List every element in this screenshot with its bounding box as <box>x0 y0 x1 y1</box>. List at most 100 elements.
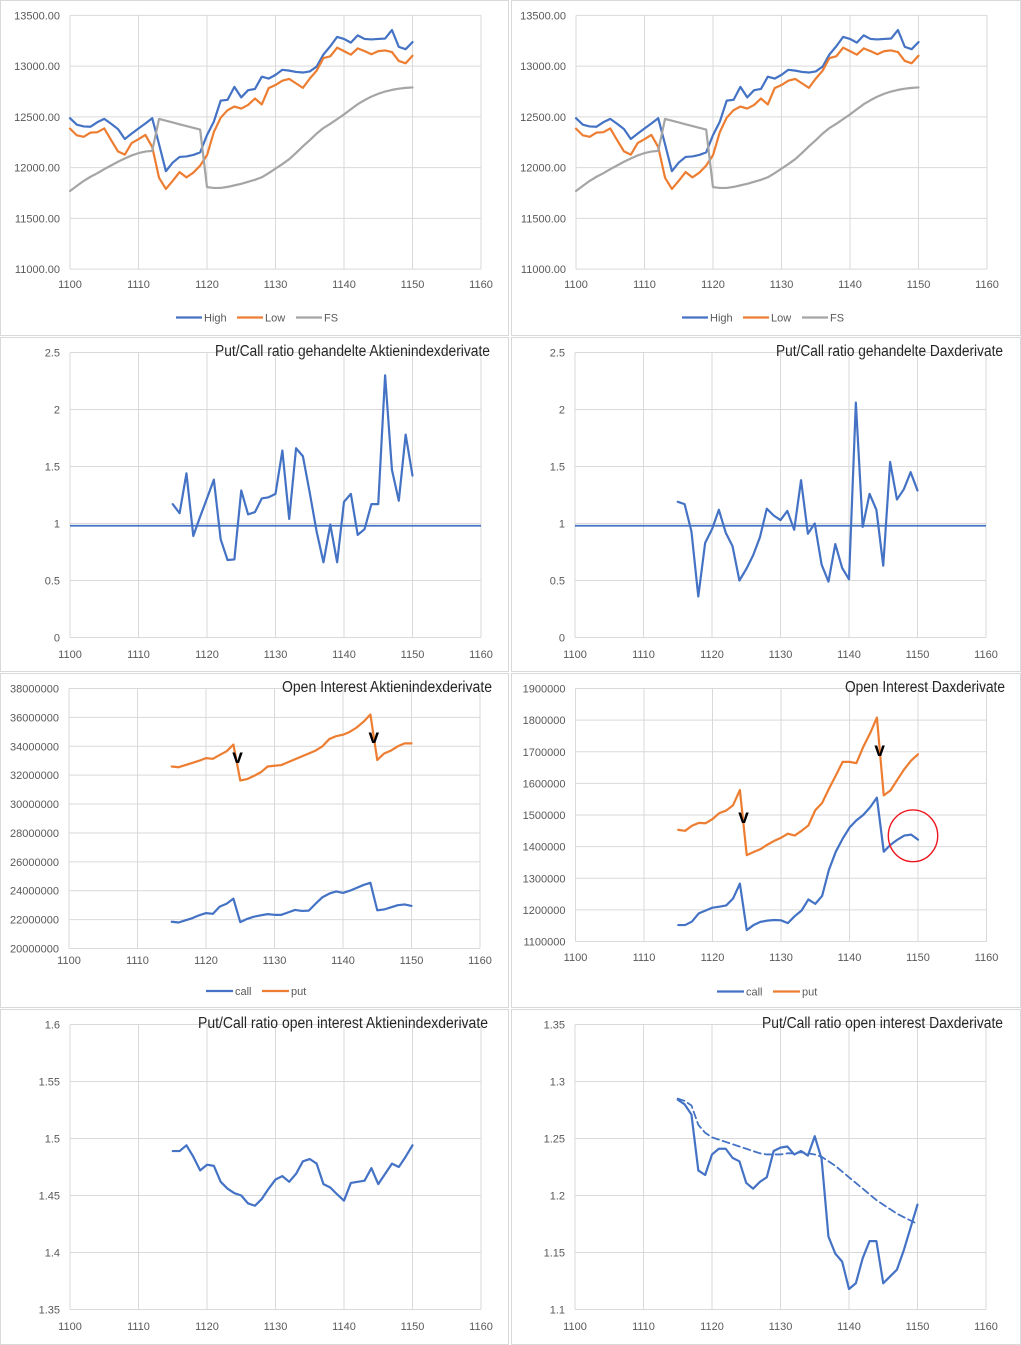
svg-text:1100: 1100 <box>563 1321 587 1333</box>
svg-text:1.3: 1.3 <box>550 1077 565 1089</box>
svg-text:0.5: 0.5 <box>550 576 565 588</box>
svg-text:1130: 1130 <box>263 955 287 967</box>
svg-text:22000000: 22000000 <box>10 915 59 927</box>
svg-text:1110: 1110 <box>632 649 655 661</box>
svg-text:1120: 1120 <box>194 955 218 967</box>
svg-text:1110: 1110 <box>127 649 150 661</box>
svg-text:11500.00: 11500.00 <box>521 213 566 225</box>
svg-text:1100: 1100 <box>563 649 587 661</box>
svg-text:1.4: 1.4 <box>45 1248 60 1260</box>
svg-text:Open Interest Daxderivate: Open Interest Daxderivate <box>845 679 1005 696</box>
svg-text:36000000: 36000000 <box>10 712 59 724</box>
svg-text:1150: 1150 <box>401 279 425 291</box>
svg-text:1130: 1130 <box>769 1321 793 1333</box>
svg-text:call: call <box>235 986 252 998</box>
svg-text:1110: 1110 <box>633 279 656 291</box>
svg-text:1.1: 1.1 <box>550 1305 565 1317</box>
svg-text:Put/Call ratio open interest D: Put/Call ratio open interest Daxderivate <box>762 1015 1003 1032</box>
svg-text:32000000: 32000000 <box>10 770 59 782</box>
svg-text:High: High <box>204 313 227 325</box>
svg-text:1.55: 1.55 <box>39 1077 60 1089</box>
svg-text:1200000: 1200000 <box>523 905 566 917</box>
svg-text:12000.00: 12000.00 <box>520 163 566 175</box>
svg-text:1100: 1100 <box>58 279 82 291</box>
svg-text:30000000: 30000000 <box>10 799 59 811</box>
svg-text:1150: 1150 <box>907 279 931 291</box>
svg-text:24000000: 24000000 <box>10 886 59 898</box>
svg-text:1140: 1140 <box>332 279 356 291</box>
svg-text:1400000: 1400000 <box>523 842 566 854</box>
svg-text:v: v <box>738 807 749 828</box>
svg-text:1150: 1150 <box>906 952 930 964</box>
svg-text:v: v <box>232 747 243 768</box>
svg-text:1.15: 1.15 <box>544 1248 565 1260</box>
svg-text:1130: 1130 <box>264 279 288 291</box>
svg-text:1160: 1160 <box>975 279 999 291</box>
svg-text:2.5: 2.5 <box>550 348 565 360</box>
svg-text:1300000: 1300000 <box>523 873 566 885</box>
svg-text:12000.00: 12000.00 <box>14 163 60 175</box>
svg-text:1160: 1160 <box>469 279 493 291</box>
svg-text:1130: 1130 <box>769 952 793 964</box>
svg-text:1140: 1140 <box>838 952 862 964</box>
svg-text:13000.00: 13000.00 <box>14 61 60 73</box>
svg-text:1100: 1100 <box>57 955 81 967</box>
svg-text:38000000: 38000000 <box>10 684 59 696</box>
svg-text:1100: 1100 <box>58 649 82 661</box>
svg-text:11000.00: 11000.00 <box>521 264 566 276</box>
svg-text:1140: 1140 <box>332 1321 356 1333</box>
svg-text:1130: 1130 <box>264 649 288 661</box>
svg-text:2: 2 <box>54 405 60 417</box>
svg-text:1700000: 1700000 <box>523 747 566 759</box>
svg-text:Low: Low <box>265 313 285 325</box>
svg-text:1110: 1110 <box>633 952 656 964</box>
svg-text:1140: 1140 <box>838 279 862 291</box>
svg-text:1110: 1110 <box>126 955 149 967</box>
svg-text:FS: FS <box>324 313 338 325</box>
svg-text:Open Interest Aktienindexderiv: Open Interest Aktienindexderivate <box>282 679 492 696</box>
svg-text:28000000: 28000000 <box>10 828 59 840</box>
svg-text:1110: 1110 <box>127 279 150 291</box>
svg-text:1150: 1150 <box>401 1321 425 1333</box>
svg-text:13500.00: 13500.00 <box>14 10 60 22</box>
svg-text:1.5: 1.5 <box>45 462 60 474</box>
svg-text:34000000: 34000000 <box>10 741 59 753</box>
svg-text:12500.00: 12500.00 <box>520 112 566 124</box>
svg-text:1.45: 1.45 <box>39 1191 60 1203</box>
svg-text:1120: 1120 <box>701 952 725 964</box>
svg-text:Low: Low <box>771 313 791 325</box>
svg-text:1150: 1150 <box>401 649 425 661</box>
svg-text:call: call <box>746 987 763 999</box>
svg-text:1160: 1160 <box>974 649 998 661</box>
svg-text:Put/Call ratio gehandelte Daxd: Put/Call ratio gehandelte Daxderivate <box>776 343 1003 360</box>
svg-text:1120: 1120 <box>700 649 724 661</box>
svg-text:1130: 1130 <box>769 649 793 661</box>
svg-text:1600000: 1600000 <box>523 778 566 790</box>
svg-text:1.5: 1.5 <box>45 1134 60 1146</box>
svg-text:2.5: 2.5 <box>45 348 60 360</box>
svg-text:Put/Call ratio gehandelte Akti: Put/Call ratio gehandelte Aktienindexder… <box>215 343 490 360</box>
svg-text:1100000: 1100000 <box>523 937 565 949</box>
svg-text:1160: 1160 <box>469 1321 493 1333</box>
svg-text:1140: 1140 <box>837 649 861 661</box>
svg-text:put: put <box>802 987 817 999</box>
svg-text:1.2: 1.2 <box>550 1191 565 1203</box>
svg-text:1100: 1100 <box>58 1321 82 1333</box>
svg-text:20000000: 20000000 <box>10 944 59 956</box>
svg-text:1.6: 1.6 <box>45 1020 60 1032</box>
svg-text:Put/Call ratio open interest A: Put/Call ratio open interest Aktienindex… <box>198 1015 488 1032</box>
svg-text:0: 0 <box>559 633 565 645</box>
svg-text:1110: 1110 <box>127 1321 150 1333</box>
svg-text:1.35: 1.35 <box>544 1020 565 1032</box>
svg-text:1130: 1130 <box>770 279 794 291</box>
svg-text:1160: 1160 <box>974 1321 998 1333</box>
svg-text:FS: FS <box>830 313 844 325</box>
svg-text:1150: 1150 <box>906 1321 930 1333</box>
svg-text:1140: 1140 <box>331 955 355 967</box>
svg-text:13500.00: 13500.00 <box>520 10 566 22</box>
svg-text:1: 1 <box>54 519 60 531</box>
svg-text:v: v <box>874 740 885 761</box>
svg-text:0: 0 <box>54 633 60 645</box>
svg-text:1500000: 1500000 <box>523 810 566 822</box>
svg-text:0.5: 0.5 <box>45 576 60 588</box>
